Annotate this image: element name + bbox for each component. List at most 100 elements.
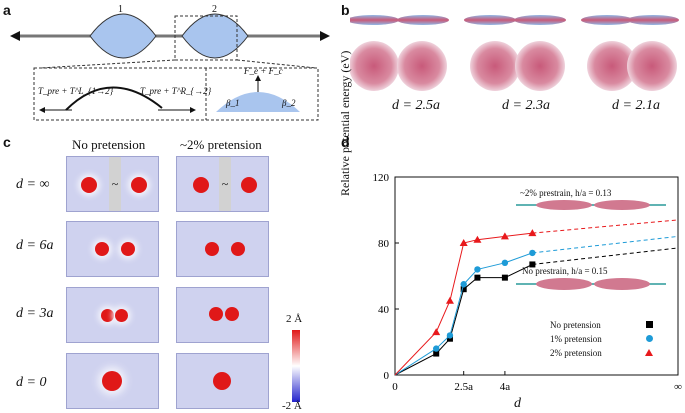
triangle-marker-icon xyxy=(645,349,653,356)
bubble-dot xyxy=(102,371,122,391)
data-point-2-3 xyxy=(459,239,468,246)
side-view-3a xyxy=(581,15,633,25)
y-tick-label: 40 xyxy=(378,304,390,316)
legend: No pretension 1% pretension 2% pretensio… xyxy=(550,318,653,360)
b-label-3: d = 2.1a xyxy=(612,98,660,113)
row-label-inf: d = ∞ xyxy=(16,177,50,192)
data-point-2-5 xyxy=(500,232,509,240)
panel-label-a: a xyxy=(3,2,11,18)
bubble-dot xyxy=(231,242,245,256)
x-tick-label: 2.5a xyxy=(454,381,473,393)
panel-b-md-snapshots xyxy=(350,15,679,91)
square-marker-icon xyxy=(646,321,653,328)
data-point-0-1 xyxy=(433,350,440,357)
circle-marker-icon xyxy=(646,335,653,342)
series-extrapolation-0 xyxy=(532,247,679,265)
bubble-2 xyxy=(181,13,249,59)
legend-item-1pct: 1% pretension xyxy=(550,332,653,346)
data-point-0-6 xyxy=(529,261,536,268)
row-label-6a: d = 6a xyxy=(16,238,54,253)
bubble-dot xyxy=(81,177,97,193)
zoom-box xyxy=(174,15,238,61)
bubble-dot xyxy=(213,372,231,390)
map-pre-0 xyxy=(176,353,269,409)
inset-sheet-nopre xyxy=(516,278,666,290)
legend-item-no-pretension: No pretension xyxy=(550,318,653,332)
map-nopre-0 xyxy=(66,353,159,409)
side-view-2b xyxy=(514,15,566,25)
angle-right-label: β_2 xyxy=(282,98,296,108)
series-extrapolation-2 xyxy=(532,219,679,234)
data-point-1-6 xyxy=(529,249,536,257)
data-point-2-6 xyxy=(528,229,537,237)
panel-a-schematic xyxy=(10,13,330,121)
data-point-1-3 xyxy=(460,281,467,288)
bubble-dot xyxy=(241,177,257,193)
annotation-bottom: No prestrain, h/a = 0.15 xyxy=(522,266,608,276)
b-label-1: d = 2.5a xyxy=(392,98,440,113)
data-point-1-1 xyxy=(433,345,440,352)
bubble-1-label: 1 xyxy=(118,4,123,15)
bubble-dot xyxy=(193,177,209,193)
col-header-no-pretension: No pretension xyxy=(72,137,146,152)
x-tick-label: 4a xyxy=(500,381,511,393)
top-view-2a xyxy=(470,41,520,91)
map-pre-6a xyxy=(176,221,269,277)
top-view-3b xyxy=(627,41,677,91)
x-tick-label: 0 xyxy=(392,381,398,393)
colorbar-min-label: -2 Å xyxy=(282,400,302,412)
data-point-2-2 xyxy=(445,296,454,304)
map-nopre-3a xyxy=(66,287,159,343)
data-point-1-5 xyxy=(501,259,509,266)
side-view-1a xyxy=(350,15,399,25)
gap-bar xyxy=(109,157,121,211)
map-pre-inf: ~ xyxy=(176,156,269,212)
right-arrow-icon xyxy=(320,31,330,41)
angle-left-label: β_1 xyxy=(226,98,240,108)
map-pre-3a xyxy=(176,287,269,343)
left-arrow-icon xyxy=(10,31,20,41)
data-point-0-3 xyxy=(460,286,467,293)
row-label-0: d = 0 xyxy=(16,375,47,390)
data-point-0-2 xyxy=(446,335,453,342)
panel-label-c: c xyxy=(3,134,11,150)
bubble-dot xyxy=(121,242,135,256)
series-line-0 xyxy=(394,263,533,376)
inset-sheet-pre xyxy=(516,200,666,210)
bubble-dot xyxy=(205,242,219,256)
energy-chart: 0 40 80 120 0 2.5a 4a ∞ xyxy=(373,172,683,393)
legend-item-2pct: 2% pretension xyxy=(550,346,653,360)
bubble-1 xyxy=(89,13,157,59)
gap-symbol: ~ xyxy=(221,177,229,191)
data-point-0-5 xyxy=(501,274,508,281)
gap-bar xyxy=(219,157,231,211)
x-tick-label: ∞ xyxy=(674,381,682,393)
inset-box xyxy=(33,67,319,121)
x-axis-label: d xyxy=(514,396,521,411)
b-label-2: d = 2.3a xyxy=(502,98,550,113)
series-line-2 xyxy=(394,232,533,376)
data-point-0-4 xyxy=(474,274,481,281)
map-nopre-6a xyxy=(66,221,159,277)
colorbar xyxy=(292,330,300,402)
bubble-dot xyxy=(131,177,147,193)
side-view-3b xyxy=(627,15,679,25)
y-tick-label: 120 xyxy=(373,172,390,184)
bubble-dot xyxy=(209,307,223,321)
y-tick-label: 0 xyxy=(384,370,390,382)
plot-frame xyxy=(394,176,679,376)
side-view-2a xyxy=(464,15,516,25)
bubble-dot xyxy=(115,309,128,322)
y-tick-label: 80 xyxy=(378,238,390,250)
bubble-dot xyxy=(225,307,239,321)
y-axis-label: Relative potential energy (eV) xyxy=(338,50,352,196)
bubble-dot xyxy=(95,242,109,256)
series-extrapolation-1 xyxy=(532,235,679,254)
top-view-1a xyxy=(350,41,399,91)
top-view-3a xyxy=(587,41,637,91)
series-line-1 xyxy=(394,252,533,376)
left-tension-label: T_pre + T^L_{1→2} xyxy=(38,86,114,96)
gap-symbol: ~ xyxy=(111,177,119,191)
right-tension-label: T_pre + T^R_{→2} xyxy=(140,86,212,96)
side-view-1b xyxy=(397,15,449,25)
